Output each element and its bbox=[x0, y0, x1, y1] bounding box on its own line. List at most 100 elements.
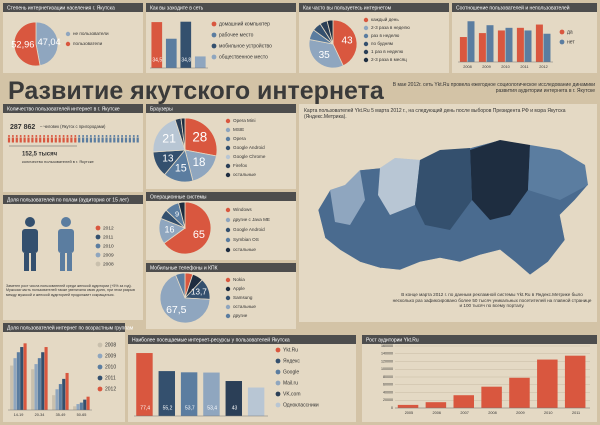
legend-label: MSIE bbox=[233, 127, 244, 132]
bar bbox=[425, 402, 447, 408]
person-icon-body bbox=[39, 137, 42, 143]
bar bbox=[478, 33, 486, 62]
legend-swatch bbox=[97, 375, 103, 381]
person-icon-body bbox=[27, 137, 30, 143]
legend-label: 2008 bbox=[105, 342, 116, 348]
legend-label: Windows bbox=[233, 207, 252, 212]
person-icon-head bbox=[23, 135, 26, 137]
y-tick-label: 160000 bbox=[381, 344, 393, 348]
map-caption: Карта пользователей Ykt.Ru 5 марта 2012 … bbox=[304, 108, 566, 120]
bar bbox=[509, 377, 530, 408]
x-tick-label: 2008 bbox=[488, 411, 496, 415]
y-tick-label: 0 bbox=[391, 406, 393, 410]
person-icon-head bbox=[66, 135, 69, 137]
person-icon-body bbox=[31, 137, 34, 143]
legend-swatch bbox=[95, 261, 101, 267]
person-icon-head bbox=[27, 135, 30, 137]
person-icon-head bbox=[128, 135, 131, 137]
panel-header bbox=[146, 3, 296, 12]
bar bbox=[79, 402, 83, 410]
person-icon-body bbox=[7, 137, 11, 143]
panel-header bbox=[146, 263, 296, 272]
legend-swatch bbox=[363, 25, 369, 31]
person-icon-body bbox=[117, 137, 120, 143]
value-label: 53,7 bbox=[185, 405, 195, 411]
legend-swatch bbox=[275, 380, 281, 386]
y-tick-label: 40000 bbox=[383, 390, 393, 394]
bar bbox=[203, 372, 220, 416]
legend-swatch bbox=[225, 227, 231, 233]
legend-label: Google Android bbox=[233, 227, 265, 232]
legend-swatch bbox=[225, 118, 231, 124]
person-icon-body bbox=[82, 137, 85, 143]
legend-label: каждый день bbox=[371, 16, 399, 22]
x-tick-label: 2010 bbox=[544, 411, 552, 415]
legend-label: раз в неделю bbox=[371, 33, 400, 38]
person-icon-head bbox=[58, 135, 61, 137]
person-icon-head bbox=[62, 135, 65, 137]
panel-title: Рост аудитории Ykt.Ru bbox=[366, 337, 419, 343]
legend-swatch bbox=[225, 295, 231, 301]
value-label: 15 bbox=[175, 163, 187, 175]
legend-swatch bbox=[95, 234, 101, 240]
panel-title: Количество пользователей интернет в г. Я… bbox=[7, 105, 120, 112]
pie-slice bbox=[152, 119, 186, 153]
person-icon-head bbox=[70, 135, 73, 137]
person-icon-body bbox=[66, 137, 69, 143]
person-icon-body bbox=[19, 137, 22, 143]
legend-swatch bbox=[97, 364, 103, 370]
map-region bbox=[470, 140, 530, 220]
person-icon-head bbox=[50, 135, 53, 137]
value-label: 9 bbox=[175, 210, 179, 219]
person-icon-head bbox=[109, 135, 112, 137]
bar bbox=[151, 22, 163, 68]
legend-swatch bbox=[225, 207, 231, 213]
pie-slice bbox=[332, 19, 358, 67]
legend-swatch bbox=[363, 33, 369, 39]
legend-label: 2010 bbox=[103, 243, 114, 249]
bar bbox=[136, 353, 153, 416]
person-icon-body bbox=[93, 137, 96, 143]
legend-swatch bbox=[225, 127, 231, 133]
x-tick-label: 2009 bbox=[516, 411, 524, 415]
bar bbox=[165, 38, 177, 68]
legend-label: не пользователи bbox=[73, 31, 109, 36]
panel-title: Доля пользователей по полам (аудитория о… bbox=[7, 196, 129, 203]
person-icon-body bbox=[11, 137, 14, 143]
panel-header bbox=[299, 3, 449, 12]
panel bbox=[362, 335, 597, 422]
legend-label: другие bbox=[233, 313, 248, 318]
legend-swatch bbox=[225, 277, 231, 283]
person-icon-head bbox=[39, 135, 42, 137]
panel-header bbox=[3, 323, 125, 332]
person-icon-head bbox=[132, 135, 135, 137]
value-label: 18 bbox=[193, 157, 206, 169]
bar bbox=[225, 381, 243, 416]
legend-swatch bbox=[225, 172, 231, 178]
bar bbox=[34, 364, 38, 410]
panel-header bbox=[3, 195, 143, 204]
legend-label: Opera bbox=[233, 136, 246, 141]
bar bbox=[65, 372, 69, 410]
users-total-note: – человек (Якутск с пригородами) bbox=[40, 124, 106, 129]
legend-swatch bbox=[225, 286, 231, 292]
panel bbox=[3, 104, 143, 192]
legend-swatch bbox=[97, 353, 103, 359]
person-icon-body bbox=[113, 137, 116, 143]
bar bbox=[543, 33, 551, 62]
y-tick-label: 20000 bbox=[383, 398, 393, 402]
bar bbox=[247, 387, 265, 416]
y-tick-label: 80000 bbox=[383, 375, 393, 379]
person-icon-body bbox=[23, 137, 26, 143]
person-icon-head bbox=[105, 135, 108, 137]
x-tick-label: 2005 bbox=[405, 411, 413, 415]
bar bbox=[37, 358, 41, 410]
pie-slice bbox=[180, 117, 186, 151]
legend-swatch bbox=[225, 304, 231, 310]
x-tick-label: 2011 bbox=[572, 411, 580, 415]
legend-swatch bbox=[275, 358, 281, 364]
value-label: 47,04 bbox=[38, 37, 61, 47]
bar bbox=[55, 389, 59, 410]
legend-label: Opera Mini bbox=[233, 118, 255, 123]
